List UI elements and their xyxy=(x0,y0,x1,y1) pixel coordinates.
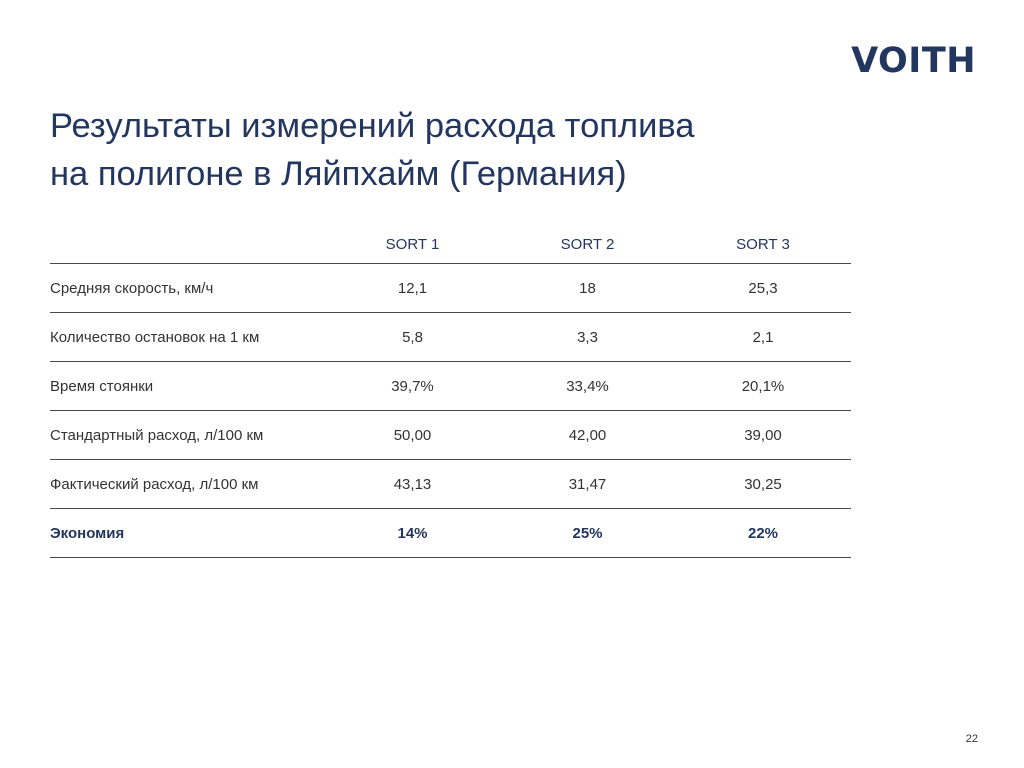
fuel-results-table: SORT 1 SORT 2 SORT 3 Средняя скорость, к… xyxy=(50,226,851,558)
table-row-stops-per-km: Количество остановок на 1 км 5,8 3,3 2,1 xyxy=(50,312,851,362)
cell-sort-2: 31,47 xyxy=(500,459,675,509)
cell-sort-1: 43,13 xyxy=(325,459,500,509)
cell-sort-3: 30,25 xyxy=(675,459,851,509)
cell-sort-3: 39,00 xyxy=(675,410,851,460)
row-label: Количество остановок на 1 км xyxy=(50,312,325,362)
cell-sort-1: 5,8 xyxy=(325,312,500,362)
header-sort-2: SORT 2 xyxy=(500,226,675,264)
cell-sort-2: 18 xyxy=(500,263,675,313)
page-number: 22 xyxy=(965,733,978,745)
cell-sort-3: 2,1 xyxy=(675,312,851,362)
table-row-savings: Экономия 14% 25% 22% xyxy=(50,508,851,558)
cell-sort-1: 39,7% xyxy=(325,361,500,411)
cell-sort-2: 33,4% xyxy=(500,361,675,411)
title-line-1: Результаты измерений расхода топлива xyxy=(50,107,695,145)
row-label: Средняя скорость, км/ч xyxy=(50,263,325,313)
page-title: Результаты измерений расхода топлива на … xyxy=(50,102,870,198)
cell-sort-1: 12,1 xyxy=(325,263,500,313)
table-row-actual-consumption: Фактический расход, л/100 км 43,13 31,47… xyxy=(50,459,851,509)
cell-sort-1: 50,00 xyxy=(325,410,500,460)
cell-sort-2: 3,3 xyxy=(500,312,675,362)
cell-sort-1: 14% xyxy=(325,508,500,558)
table-row-standard-consumption: Стандартный расход, л/100 км 50,00 42,00… xyxy=(50,410,851,460)
cell-sort-2: 25% xyxy=(500,508,675,558)
title-line-2: на полигоне в Ляйпхайм (Германия) xyxy=(50,155,627,193)
row-label: Фактический расход, л/100 км xyxy=(50,459,325,509)
cell-sort-3: 20,1% xyxy=(675,361,851,411)
cell-sort-3: 22% xyxy=(675,508,851,558)
table-row-idle-time: Время стоянки 39,7% 33,4% 20,1% xyxy=(50,361,851,411)
cell-sort-3: 25,3 xyxy=(675,263,851,313)
cell-sort-2: 42,00 xyxy=(500,410,675,460)
header-empty-cell xyxy=(50,226,325,264)
row-label: Экономия xyxy=(50,508,325,558)
table-header-row: SORT 1 SORT 2 SORT 3 xyxy=(50,226,851,264)
table-row-average-speed: Средняя скорость, км/ч 12,1 18 25,3 xyxy=(50,263,851,313)
header-sort-3: SORT 3 xyxy=(675,226,851,264)
row-label: Время стоянки xyxy=(50,361,325,411)
row-label: Стандартный расход, л/100 км xyxy=(50,410,325,460)
voith-logo: VOITH xyxy=(851,41,976,81)
header-sort-1: SORT 1 xyxy=(325,226,500,264)
